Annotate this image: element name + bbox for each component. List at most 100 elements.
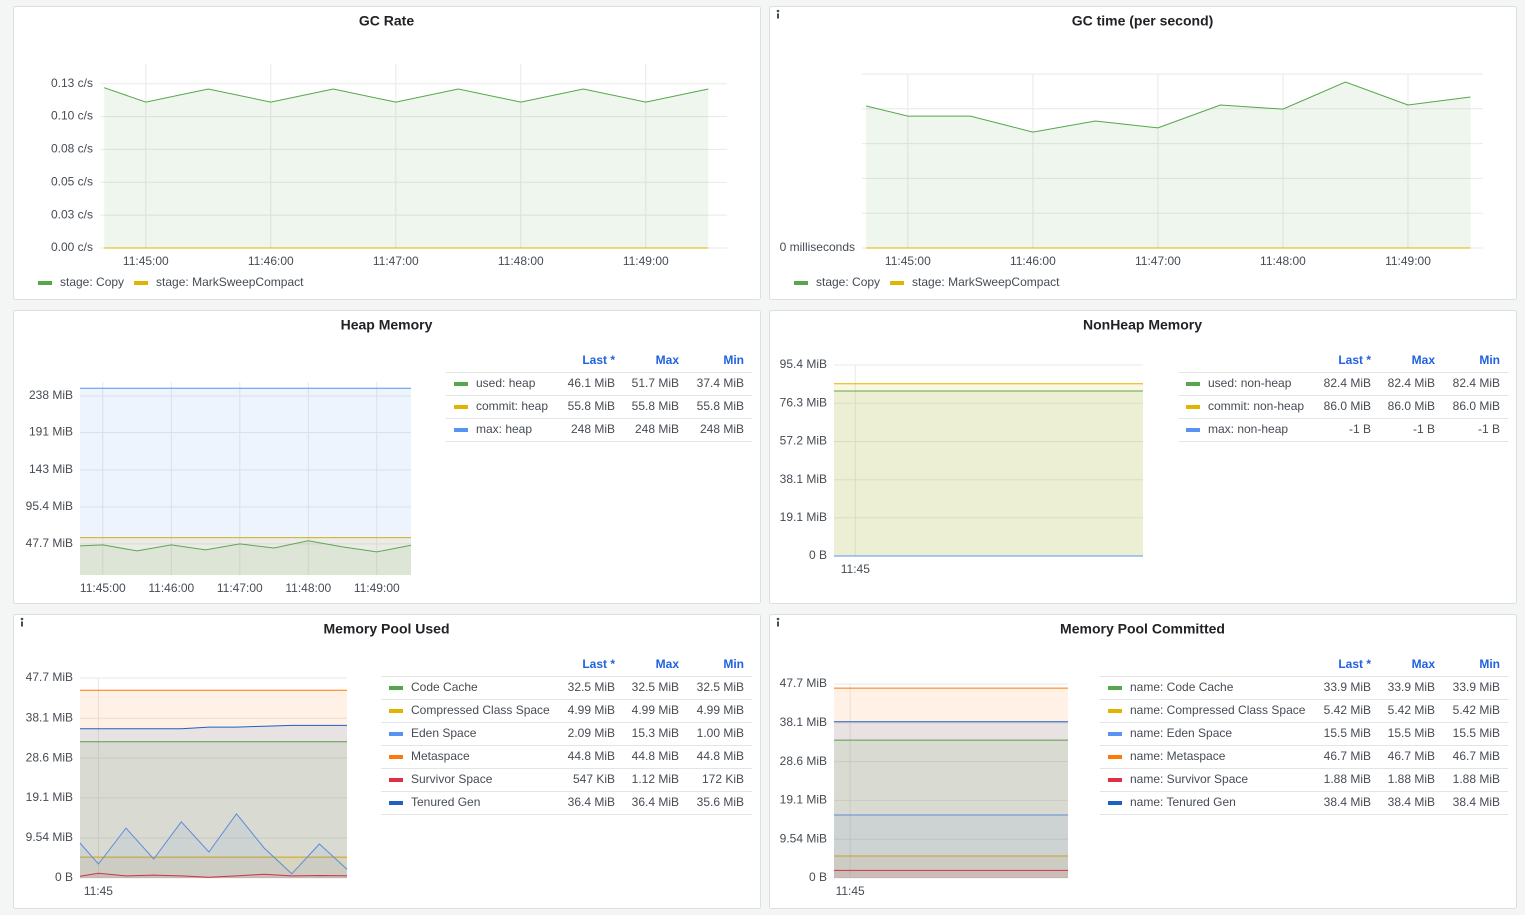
legend-value: 86.0 MiB [1388, 399, 1435, 413]
series-area [80, 388, 411, 575]
series-area [834, 391, 1143, 556]
legend-value: 33.9 MiB [1453, 680, 1500, 694]
panel: GC Rate 11:45:00 11:46:00 11:47:00 11:48:00 1… [13, 6, 761, 300]
y-tick-label: 47.7 MiB [26, 670, 73, 684]
x-tick-label: 11:47:00 [217, 581, 263, 595]
legend-value: -1 B [1413, 422, 1435, 436]
x-tick-label: 11:48:00 [1260, 254, 1306, 268]
legend-value: 2.09 MiB [568, 726, 615, 740]
series-area [834, 815, 1068, 878]
legend-label: commit: heap [476, 399, 548, 413]
x-tick-label: 11:46:00 [248, 254, 294, 268]
legend-value: 55.8 MiB [568, 399, 615, 413]
series-line [80, 724, 347, 730]
y-tick-label: 28.6 MiB [780, 754, 827, 768]
series-line [866, 81, 1471, 133]
series-area [80, 537, 411, 575]
y-tick-label: 19.1 MiB [26, 790, 73, 804]
y-tick-label: 38.1 MiB [26, 710, 73, 724]
x-tick-label: 11:49:00 [1385, 254, 1431, 268]
legend-value: 46.7 MiB [1388, 749, 1435, 763]
legend-value: 547 KiB [573, 772, 615, 786]
series-area [834, 721, 1068, 878]
x-tick-label: 11:45 [841, 562, 870, 576]
legend-value: 15.3 MiB [632, 726, 679, 740]
legend-value: 44.8 MiB [632, 749, 679, 763]
panel-background [769, 6, 1517, 300]
legend-value: 38.4 MiB [1453, 795, 1500, 809]
series-area [834, 688, 1068, 878]
legend-value: 248 MiB [635, 422, 679, 436]
legend-value: 5.42 MiB [1388, 703, 1435, 717]
legend-value: 5.42 MiB [1453, 703, 1500, 717]
x-tick-label: 11:45 [836, 884, 865, 898]
series-area [80, 540, 411, 575]
y-tick-label: 0 milliseconds [780, 240, 855, 254]
y-tick-label: 0.03 c/s [51, 207, 93, 221]
x-tick-label: 11:45:00 [123, 254, 169, 268]
series-area [866, 82, 1471, 248]
legend-column-header: Min [723, 353, 744, 367]
legend-value: 32.5 MiB [632, 680, 679, 694]
legend-value: 82.4 MiB [1388, 376, 1435, 390]
legend-label: name: Survivor Space [1130, 772, 1248, 786]
x-tick-label: 11:48:00 [498, 254, 544, 268]
x-tick-label: 11:47:00 [373, 254, 419, 268]
legend-value: 37.4 MiB [697, 376, 744, 390]
y-tick-label: 28.6 MiB [26, 750, 73, 764]
legend-value: 172 KiB [702, 772, 744, 786]
legend-value: 51.7 MiB [632, 376, 679, 390]
series-line [79, 812, 348, 875]
y-tick-label: 238 MiB [29, 388, 73, 402]
y-tick-label: 143 MiB [29, 462, 73, 476]
legend-label: name: Code Cache [1130, 680, 1234, 694]
legend-value: 4.99 MiB [568, 703, 615, 717]
panel: GC time (per second) 11:45:00 11:46:00 11:4… [769, 6, 1517, 300]
y-tick-label: 9.54 MiB [780, 831, 827, 845]
legend-value: 86.0 MiB [1453, 399, 1500, 413]
y-tick-label: 9.54 MiB [26, 830, 73, 844]
legend-value: 44.8 MiB [697, 749, 744, 763]
legend-label: max: non-heap [1208, 422, 1288, 436]
legend-label: Compressed Class Space [411, 703, 550, 717]
legend-label: name: Compressed Class Space [1130, 703, 1306, 717]
legend-value: 35.6 MiB [697, 795, 744, 809]
y-tick-label: 76.3 MiB [780, 395, 827, 409]
legend-value: 5.42 MiB [1324, 703, 1371, 717]
x-tick-label: 11:49:00 [354, 581, 400, 595]
legend-value: 38.4 MiB [1388, 795, 1435, 809]
panel-title: GC Rate [359, 13, 414, 29]
legend-value: 1.88 MiB [1453, 772, 1500, 786]
legend-value: 46.1 MiB [568, 376, 615, 390]
legend-column-header: Max [656, 657, 680, 671]
y-tick-label: 0.10 c/s [51, 109, 93, 123]
series-area [834, 740, 1068, 878]
panel-title: Memory Pool Committed [1060, 621, 1225, 637]
series-area [80, 857, 347, 878]
panel: Memory Pool Used 11:45 0 B 9.54 MiB 19.1 MiB… [13, 614, 761, 909]
legend-value: 36.4 MiB [568, 795, 615, 809]
legend-column-header: Max [1412, 657, 1436, 671]
x-tick-label: 11:47:00 [1135, 254, 1181, 268]
panels: GC Rate 11:45:00 11:46:00 11:47:00 11:48:00 1… [13, 6, 1517, 909]
legend-column-header: Max [1412, 353, 1436, 367]
legend-label: Eden Space [411, 726, 477, 740]
legend-value: 36.4 MiB [632, 795, 679, 809]
legend-column-header: Min [1479, 657, 1500, 671]
panel: Memory Pool Committed 11:45 0 B 9.54 MiB 19.… [769, 614, 1517, 909]
series-area [834, 383, 1143, 556]
legend-value: 248 MiB [700, 422, 744, 436]
y-tick-label: 0.13 c/s [51, 76, 93, 90]
legend-label: Code Cache [411, 680, 478, 694]
panel-background [13, 310, 761, 604]
panel-title: Heap Memory [341, 317, 433, 333]
y-tick-label: 38.1 MiB [780, 472, 827, 486]
legend-column-header: Last * [1338, 657, 1371, 671]
series-area [80, 741, 347, 878]
legend-label: stage: MarkSweepCompact [912, 275, 1060, 289]
legend-label: stage: Copy [816, 275, 880, 289]
panel-title: NonHeap Memory [1083, 317, 1202, 333]
y-tick-label: 0 B [809, 870, 827, 884]
series-line [79, 540, 412, 553]
